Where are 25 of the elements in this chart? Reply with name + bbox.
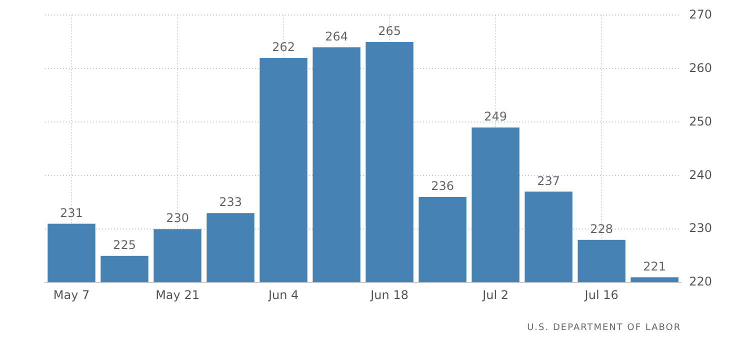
y-tick-label: 240 xyxy=(689,168,712,182)
data-label: 225 xyxy=(113,238,136,252)
y-tick-label: 270 xyxy=(689,7,712,22)
x-tick-label: May 21 xyxy=(156,288,200,302)
x-tick-label: Jun 18 xyxy=(370,288,408,302)
data-label: 231 xyxy=(60,206,83,220)
data-label: 228 xyxy=(590,222,614,236)
data-label: 233 xyxy=(219,195,242,210)
x-tick-label: Jul 16 xyxy=(584,288,618,302)
y-tick-label: 250 xyxy=(689,114,712,128)
data-label: 249 xyxy=(484,110,508,124)
x-tick-label: May 7 xyxy=(53,288,90,302)
data-label: 237 xyxy=(537,174,560,188)
y-tick-label: 230 xyxy=(689,221,712,236)
data-label: 262 xyxy=(272,40,295,54)
data-label: 221 xyxy=(643,259,666,274)
data-label: 230 xyxy=(166,211,189,226)
data-label: 265 xyxy=(378,24,402,38)
y-tick-label: 220 xyxy=(689,274,712,289)
x-tick-label: Jul 2 xyxy=(482,288,509,302)
y-tick-label: 260 xyxy=(689,60,712,75)
text: U.S. DEPARTMENT OF LABOR xyxy=(527,323,682,333)
data-label: 264 xyxy=(325,29,348,44)
data-label: 236 xyxy=(431,179,454,194)
x-tick-label: Jun 4 xyxy=(267,288,299,302)
